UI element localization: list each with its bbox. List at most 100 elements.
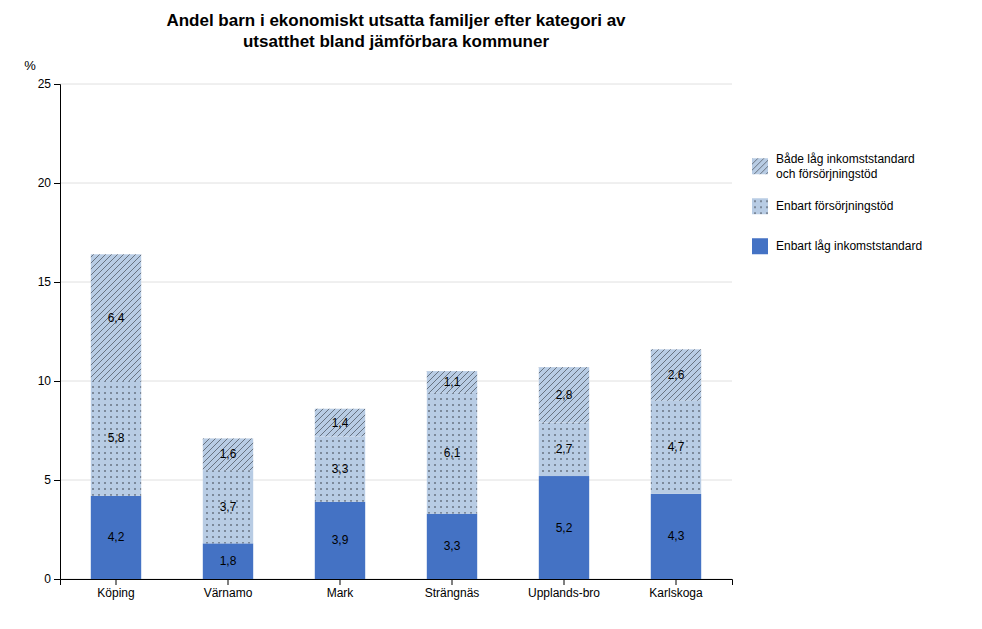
- x-tick: Mark: [327, 579, 355, 600]
- bar: [651, 401, 701, 494]
- bar: [539, 476, 589, 579]
- data-label: 3,3: [444, 539, 461, 553]
- x-tick-mark: [340, 579, 341, 585]
- bar: [427, 371, 477, 393]
- bar: [427, 393, 477, 514]
- series: [91, 381, 701, 543]
- y-tick-mark: [54, 282, 60, 283]
- data-label: 1,1: [444, 375, 461, 389]
- x-tick-label: Värnamo: [204, 586, 253, 600]
- legend-swatch: [752, 158, 768, 174]
- legend-swatch: [752, 198, 768, 214]
- bar: [651, 494, 701, 579]
- x-tick-label: Mark: [327, 586, 355, 600]
- y-tick-mark: [54, 381, 60, 382]
- data-label: 4,3: [668, 529, 685, 543]
- legend-swatch: [752, 238, 768, 254]
- x-tick: Värnamo: [204, 579, 253, 600]
- x-tick: Upplands-bro: [528, 579, 600, 600]
- data-label: 1,4: [332, 416, 349, 430]
- y-tick: 20: [38, 176, 60, 190]
- grid-line: [60, 381, 732, 382]
- grid-line: [60, 183, 732, 184]
- grid-line: [60, 282, 732, 283]
- y-tick-mark: [54, 579, 60, 580]
- legend-item: Både låg inkomststandardoch försörjnings…: [752, 152, 915, 180]
- bar: [539, 423, 589, 476]
- data-label: 4,2: [108, 530, 125, 544]
- x-tick-label: Karlskoga: [649, 586, 703, 600]
- plot: 0 5 10 15 20 25 Köping Värnamo Mark Strängnäs Uppl…: [38, 77, 733, 599]
- x-tick-label: Upplands-bro: [528, 586, 600, 600]
- x-axis-line: [61, 580, 733, 586]
- y-tick-mark: [54, 480, 60, 481]
- x-tick-mark: [564, 579, 565, 585]
- data-label: 4,7: [668, 440, 685, 454]
- legend: Både låg inkomststandardoch försörjnings…: [752, 152, 922, 254]
- data-label: 1,8: [220, 554, 237, 568]
- series: [91, 476, 701, 579]
- x-tick: Strängnäs: [425, 579, 480, 600]
- data-label: 1,6: [220, 447, 237, 461]
- y-tick: 10: [38, 374, 60, 388]
- bars: [91, 254, 701, 579]
- y-tick-label: 25: [38, 77, 52, 91]
- bar: [651, 349, 701, 400]
- x-tick-mark: [452, 579, 453, 585]
- y-tick-mark: [54, 84, 60, 85]
- bar: [203, 543, 253, 579]
- legend-item: Enbart försörjningstöd: [752, 198, 893, 214]
- grid: [60, 84, 732, 579]
- grid-line: [60, 480, 732, 481]
- y-tick-label: 20: [38, 176, 52, 190]
- legend-label: Både låg inkomststandardoch försörjnings…: [776, 152, 915, 180]
- y-tick-mark: [54, 183, 60, 184]
- y-tick-label: 15: [38, 275, 52, 289]
- bar: [539, 367, 589, 422]
- y-axis: 0 5 10 15 20 25: [38, 77, 61, 586]
- data-label: 6,1: [444, 446, 461, 460]
- series: [91, 254, 701, 470]
- data-labels: 4,2 1,8 3,9 3,3 5,2 4,3 5,8 3,7 3,3 6,1 2,7 4,7 6,4 1…: [108, 311, 685, 569]
- bar: [427, 514, 477, 579]
- y-tick-label: 5: [44, 473, 51, 487]
- y-axis-line: [54, 85, 61, 580]
- data-label: 3,3: [332, 462, 349, 476]
- data-label: 3,7: [220, 500, 237, 514]
- data-label: 5,8: [108, 431, 125, 445]
- data-label: 2,7: [556, 442, 573, 456]
- y-tick: 0: [44, 572, 60, 586]
- data-label: 5,2: [556, 521, 573, 535]
- x-tick-label: Köping: [97, 586, 134, 600]
- x-tick-mark: [228, 579, 229, 585]
- x-tick-mark: [676, 579, 677, 585]
- bar: [203, 438, 253, 470]
- bar: [315, 502, 365, 579]
- title: Andel barn i ekonomiskt utsatta familjer…: [166, 11, 626, 51]
- legend-item: Enbart låg inkomststandard: [752, 238, 922, 254]
- chart: 0 5 10 15 20 25 Köping Värnamo Mark Strängnäs Uppl…: [0, 0, 982, 629]
- bar: [203, 470, 253, 543]
- x-tick-label: Strängnäs: [425, 586, 480, 600]
- x-tick-mark: [116, 579, 117, 585]
- x-tick: Karlskoga: [649, 579, 703, 600]
- y-tick-label: 10: [38, 374, 52, 388]
- bar: [315, 409, 365, 437]
- y-axis-title: %: [24, 58, 36, 73]
- bar: [91, 496, 141, 579]
- legend-label: Enbart låg inkomststandard: [776, 239, 922, 253]
- data-label: 6,4: [108, 311, 125, 325]
- data-label: 2,8: [556, 388, 573, 402]
- data-label: 2,6: [668, 368, 685, 382]
- bar: [91, 381, 141, 496]
- x-axis: Köping Värnamo Mark Strängnäs Upplands-bro Ka…: [61, 579, 733, 600]
- y-tick: 25: [38, 77, 60, 91]
- y-tick-label: 0: [44, 572, 51, 586]
- grid-line: [60, 84, 732, 85]
- y-tick: 15: [38, 275, 60, 289]
- bar: [91, 254, 141, 381]
- y-tick: 5: [44, 473, 60, 487]
- legend-label: Enbart försörjningstöd: [776, 199, 893, 213]
- data-label: 3,9: [332, 533, 349, 547]
- x-tick: Köping: [97, 579, 134, 600]
